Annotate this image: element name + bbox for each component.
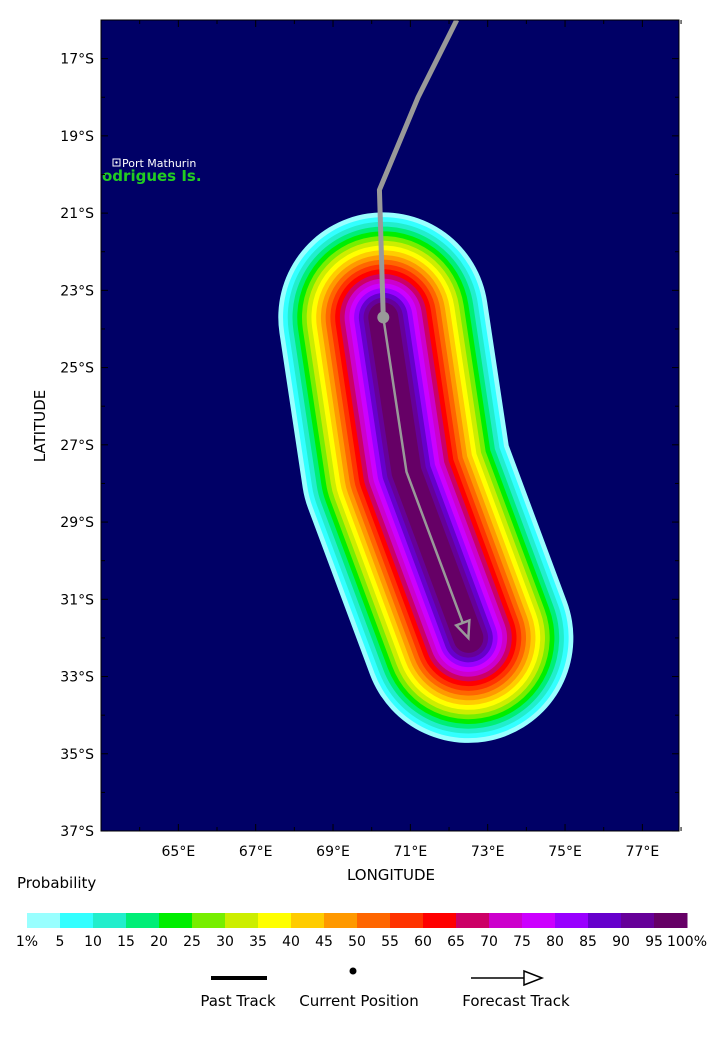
probability-swath [278,212,574,743]
colorbar-segment [291,913,325,928]
colorbar-label: 75 [513,934,531,950]
colorbar-label: 55 [381,934,399,950]
current-position-legend-dot [349,967,357,975]
colorbar-label: 10 [84,934,102,950]
colorbar-segment [27,913,61,928]
colorbar-segment [555,913,589,928]
colorbar-segment [126,913,160,928]
port-mathurin-dot [115,161,118,164]
colorbar-label: 40 [282,934,300,950]
colorbar-segment [390,913,424,928]
x-axis-label: LONGITUDE [347,866,435,884]
forecast-track-legend-label: Forecast Track [462,992,570,1010]
lat-tick-label: 19°S [60,129,94,145]
colorbar-label: 20 [150,934,168,950]
colorbar-label: 50 [348,934,366,950]
lat-tick-label: 35°S [60,747,94,763]
lat-tick-label: 23°S [60,283,94,299]
colorbar-segment [192,913,226,928]
colorbar-segment [588,913,622,928]
port-mathurin-marker [112,158,121,167]
probability-colorbar [27,913,688,928]
forecast-arrowhead [453,618,471,641]
colorbar-label: 1% [16,934,38,950]
lon-tick-label: 75°E [548,844,582,860]
colorbar-segment [423,913,457,928]
colorbar-segment [159,913,193,928]
colorbar-label: 85 [579,934,597,950]
place-label: Port Mathurin [122,157,196,170]
colorbar-segment [324,913,358,928]
lon-tick-label: 67°E [239,844,273,860]
lat-tick-label: 33°S [60,670,94,686]
current-position-marker [377,311,390,324]
lon-tick-label: 65°E [162,844,196,860]
past-track-legend-label: Past Track [200,992,276,1010]
lat-tick-label: 37°S [60,824,94,840]
colorbar-segment [621,913,655,928]
colorbar-segment [357,913,391,928]
colorbar-label: 100% [667,934,707,950]
colorbar-label: 35 [249,934,267,950]
lon-tick-label: 73°E [471,844,505,860]
lon-tick-label: 71°E [394,844,428,860]
longitude-axis: 65°E 67°E 69°E 71°E 73°E 75°E 77°E [139,20,682,860]
lat-tick-label: 17°S [60,52,94,68]
colorbar-label: 80 [546,934,564,950]
lat-tick-label: 21°S [60,206,94,222]
colorbar-segment [654,913,688,928]
colorbar-label: 65 [447,934,465,950]
colorbar-label: 60 [414,934,432,950]
colorbar-segment [225,913,259,928]
lat-tick-label: 25°S [60,361,94,377]
colorbar-segment [456,913,490,928]
colorbar-segment [522,913,556,928]
colorbar-segment [258,913,292,928]
colorbar-label: 15 [117,934,135,950]
colorbar-segment [60,913,94,928]
forecast-track-line [382,317,464,624]
forecast-track-legend-arrow [523,969,545,987]
colorbar-label: 5 [56,934,65,950]
colorbar-labels: 1% 5 10 15 20 25 30 35 40 45 50 55 60 65 70 75 80 85 90 95 1… [16,934,707,950]
colorbar-label: 30 [216,934,234,950]
legend-title: Probability [17,874,96,892]
map-frame [100,19,680,832]
colorbar-segment [489,913,523,928]
lat-tick-label: 27°S [60,438,94,454]
colorbar-segment [93,913,127,928]
lon-tick-label: 77°E [626,844,660,860]
lat-tick-label: 31°S [60,592,94,608]
colorbar-label: 70 [480,934,498,950]
current-position-legend-label: Current Position [299,992,419,1010]
lat-tick-label: 29°S [60,515,94,531]
colorbar-label: 90 [612,934,630,950]
y-axis-label: LATITUDE [31,390,49,463]
latitude-axis: 17°S 19°S 21°S 23°S 25°S 27°S 29°S 31°S 33°S 35°S… [60,52,679,840]
lon-tick-label: 69°E [316,844,350,860]
past-track-line [376,20,459,318]
colorbar-label: 95 [645,934,663,950]
colorbar-label: 25 [183,934,201,950]
island-label: odrigues Is. [102,167,202,185]
colorbar-label: 45 [315,934,333,950]
